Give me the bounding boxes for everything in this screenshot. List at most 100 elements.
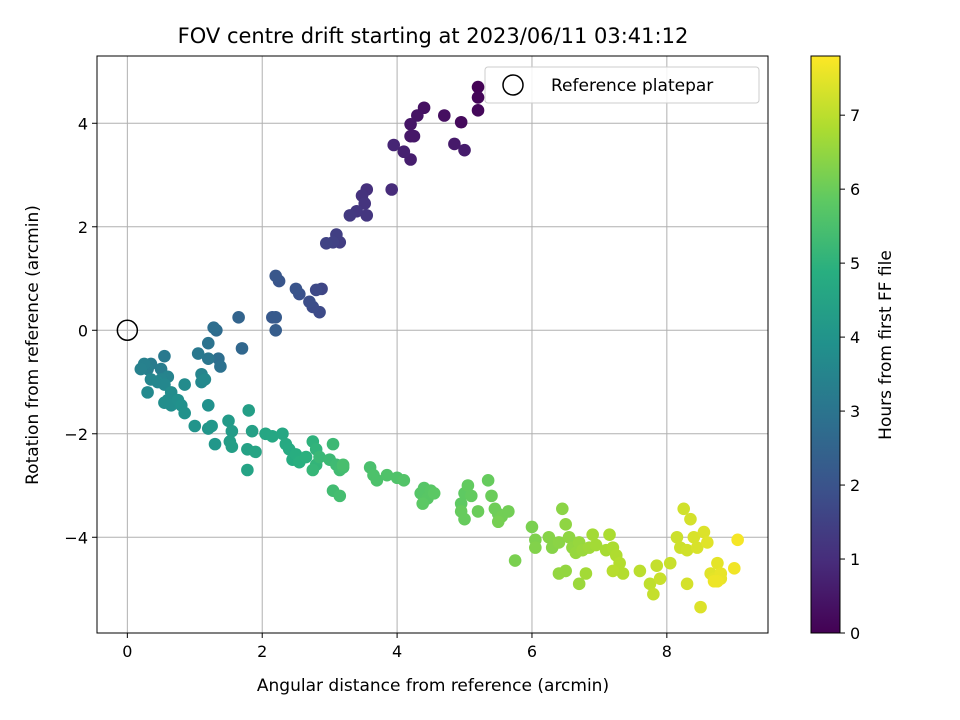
data-point <box>222 414 235 428</box>
data-point <box>336 458 350 472</box>
colorbar-label: Hours from first FF file <box>876 250 896 440</box>
data-point <box>454 115 468 129</box>
data-point <box>690 541 704 554</box>
data-point <box>178 406 191 420</box>
data-point <box>461 479 475 492</box>
colorbar-ticks: 0 1 2 3 4 5 6 7 <box>840 106 860 643</box>
data-point <box>572 577 586 591</box>
colorbar-tick-label: 6 <box>850 180 860 199</box>
data-point <box>249 445 262 459</box>
colorbar-tick-label: 0 <box>850 624 860 643</box>
x-axis-ticks: 0 2 4 6 8 <box>122 633 672 661</box>
data-point <box>158 349 171 363</box>
data-point <box>205 419 218 433</box>
data-point <box>198 373 212 386</box>
x-axis-label: Angular distance from reference (arcmin) <box>257 676 609 696</box>
data-point <box>201 336 215 350</box>
y-tick-label: −4 <box>64 528 88 547</box>
data-point <box>559 564 572 578</box>
chart-title: FOV centre drift starting at 2023/06/11 … <box>178 24 689 48</box>
data-point <box>276 427 289 441</box>
data-point <box>680 577 694 591</box>
data-point <box>502 505 515 518</box>
data-point <box>650 559 664 573</box>
data-point <box>485 489 498 503</box>
data-point <box>397 474 411 487</box>
data-point <box>427 486 441 500</box>
data-point <box>188 419 202 433</box>
data-point <box>471 80 485 94</box>
data-point <box>404 118 417 131</box>
data-point <box>458 143 471 157</box>
data-point <box>319 237 333 250</box>
data-point <box>245 424 259 438</box>
data-point <box>358 197 372 210</box>
x-tick-label: 0 <box>122 642 132 661</box>
y-tick-label: 4 <box>78 114 88 133</box>
data-point <box>416 497 430 510</box>
colorbar-gradient <box>810 55 841 634</box>
data-point <box>309 283 323 297</box>
colorbar: 0 1 2 3 4 5 6 7 Hours from first FF file <box>810 55 896 643</box>
data-point <box>333 489 347 503</box>
data-point <box>411 109 424 122</box>
x-tick-label: 4 <box>392 642 402 661</box>
data-point <box>343 209 357 222</box>
data-point <box>380 468 394 482</box>
colorbar-tick-label: 7 <box>850 106 860 125</box>
colorbar-tick-label: 1 <box>850 550 860 569</box>
colorbar-tick-label: 2 <box>850 476 860 495</box>
data-point <box>677 502 691 516</box>
data-point <box>508 554 522 567</box>
data-point <box>141 386 154 399</box>
data-point <box>589 538 603 552</box>
data-point <box>207 321 220 334</box>
data-point <box>697 525 711 539</box>
data-point <box>542 530 556 544</box>
data-point <box>643 577 657 591</box>
data-point <box>684 512 697 526</box>
scatter-points <box>134 80 744 614</box>
data-point <box>606 564 620 578</box>
data-point <box>299 450 313 464</box>
data-point <box>303 295 316 309</box>
data-point <box>225 440 239 454</box>
data-point <box>559 518 572 531</box>
y-tick-label: 0 <box>78 321 88 340</box>
x-tick-label: 8 <box>662 642 672 661</box>
data-point <box>289 282 303 296</box>
data-point <box>562 530 576 544</box>
colorbar-tick-label: 3 <box>850 402 860 421</box>
data-point <box>407 129 421 143</box>
data-point <box>269 323 283 337</box>
data-point <box>208 437 222 451</box>
data-point <box>370 474 384 487</box>
data-point <box>214 360 227 373</box>
legend-label: Reference platepar <box>551 76 713 96</box>
data-point <box>242 404 256 417</box>
data-point <box>579 567 593 580</box>
data-point <box>680 543 694 557</box>
data-point <box>387 138 401 152</box>
plot-frame <box>96 55 769 634</box>
legend-marker <box>502 74 524 96</box>
data-point <box>586 528 599 541</box>
data-point <box>687 530 701 544</box>
data-point <box>397 145 411 159</box>
data-point <box>552 536 566 549</box>
data-point <box>663 556 677 570</box>
y-axis-label: Rotation from reference (arcmin) <box>23 205 43 485</box>
data-point <box>491 515 505 529</box>
data-point <box>633 564 647 578</box>
data-point <box>525 520 539 534</box>
data-point <box>694 600 707 614</box>
x-tick-label: 2 <box>257 642 267 661</box>
data-point <box>711 556 724 570</box>
data-point <box>670 530 684 544</box>
data-point <box>471 505 485 518</box>
data-point <box>313 450 326 464</box>
data-point <box>235 342 249 355</box>
data-point <box>201 399 215 412</box>
data-point <box>191 347 205 360</box>
reference-marker <box>116 319 139 342</box>
